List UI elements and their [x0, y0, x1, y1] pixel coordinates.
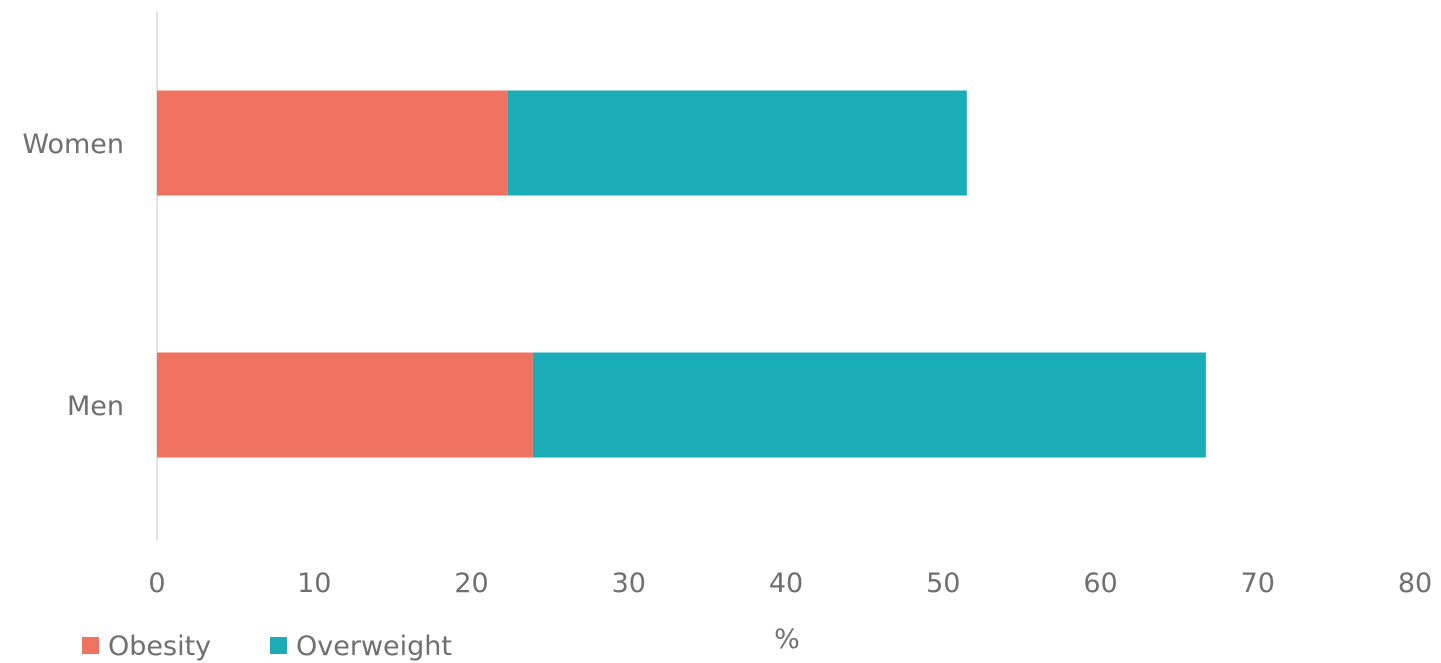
bars-group	[157, 90, 1206, 458]
x-tick-label: 80	[1398, 568, 1432, 599]
bar-overweight-men	[532, 352, 1206, 458]
legend-label-obesity: Obesity	[108, 631, 211, 662]
legend-label-overweight: Overweight	[296, 631, 452, 662]
x-tick-label: 50	[926, 568, 960, 599]
category-label: Men	[67, 391, 124, 422]
x-axis-tick-labels: 0 10 20 30 40 50 60 70 80	[148, 568, 1432, 599]
bar-obesity-men	[157, 352, 533, 458]
x-tick-label: 40	[769, 568, 803, 599]
category-label: Women	[22, 129, 124, 160]
bar-overweight-women	[507, 90, 967, 196]
x-tick-label: 0	[148, 568, 165, 599]
bar-obesity-women	[157, 90, 508, 196]
legend-swatch-overweight	[270, 637, 287, 654]
category-labels: Women Men	[22, 129, 124, 422]
legend: Obesity Overweight	[82, 631, 452, 662]
x-axis-title: %	[774, 624, 800, 655]
legend-swatch-obesity	[82, 637, 99, 654]
x-tick-label: 70	[1241, 568, 1275, 599]
x-tick-label: 20	[454, 568, 488, 599]
x-tick-label: 30	[612, 568, 646, 599]
x-tick-label: 60	[1083, 568, 1117, 599]
x-tick-label: 10	[297, 568, 331, 599]
